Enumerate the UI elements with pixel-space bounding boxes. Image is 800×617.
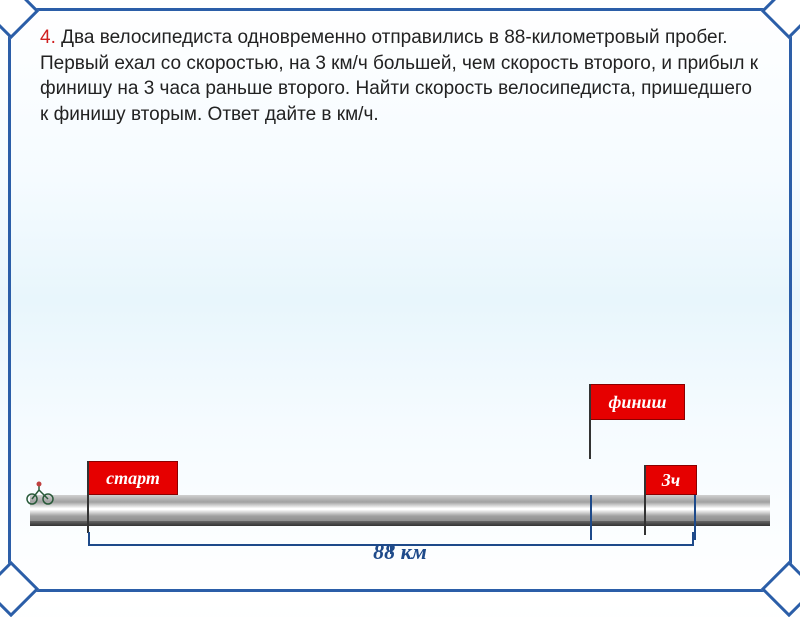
problem-number: 4.	[40, 27, 56, 48]
road-diagram	[30, 495, 770, 525]
measure-line	[694, 495, 696, 540]
frame-corner	[0, 561, 39, 617]
time-flag: 3ч	[645, 465, 697, 495]
road	[30, 495, 770, 523]
flag-pole	[644, 465, 646, 535]
frame-corner	[761, 0, 800, 39]
problem-body: Два велосипедиста одновременно отправили…	[40, 27, 758, 125]
problem-text: 4. Два велосипедиста одновременно отправ…	[40, 25, 760, 128]
start-flag-label: старт	[88, 461, 178, 495]
frame-corner	[761, 561, 800, 617]
finish-flag-label: финиш	[590, 384, 685, 420]
finish-flag: финиш	[590, 384, 685, 420]
start-flag: старт	[88, 461, 178, 495]
flag-pole	[87, 461, 89, 533]
flag-pole	[589, 384, 591, 459]
cyclist-icon	[25, 480, 55, 505]
distance-label: 88 км	[373, 539, 427, 565]
frame-corner	[0, 0, 39, 39]
time-flag-label: 3ч	[645, 465, 697, 495]
bracket-end	[692, 532, 694, 546]
